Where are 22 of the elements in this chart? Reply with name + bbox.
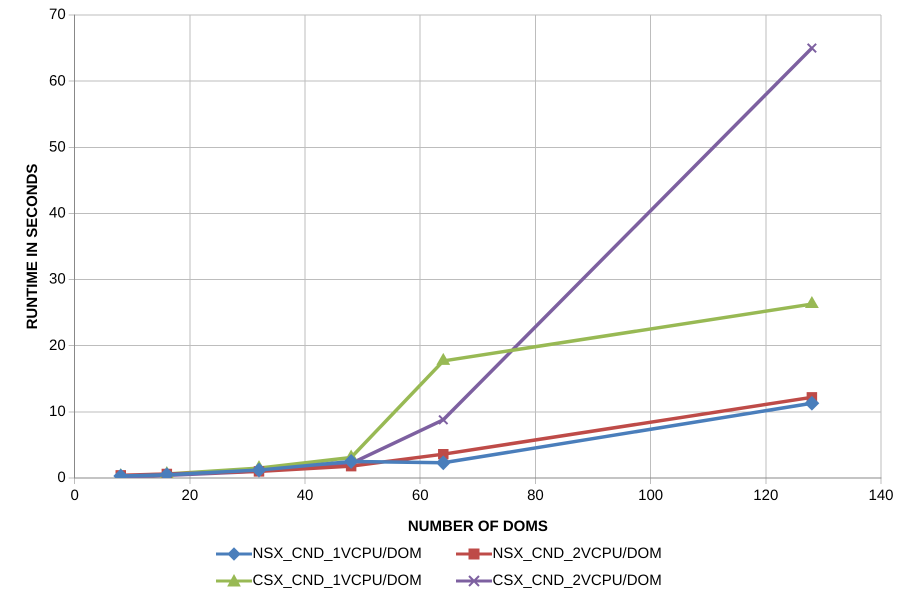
y-axis-title: RUNTIME IN SECONDS [24, 164, 42, 330]
y-tick-label: 70 [48, 6, 66, 24]
y-tick-label: 0 [57, 469, 66, 486]
x-tick-label: 140 [868, 487, 894, 504]
legend-label: CSX_CND_2VCPU/DOM [492, 572, 662, 589]
y-tick-label: 10 [48, 403, 66, 420]
x-tick-label: 80 [527, 487, 544, 504]
y-tick-label: 20 [48, 336, 66, 354]
y-tick-label: 30 [48, 270, 66, 288]
y-tick-label: 60 [48, 72, 66, 90]
x-axis-title: NUMBER OF DOMS [408, 518, 548, 536]
legend-label: NSX_CND_2VCPU/DOM [492, 545, 662, 562]
y-tick-label: 50 [48, 138, 66, 156]
y-tick-label: 40 [48, 204, 66, 222]
x-tick-label: 120 [753, 487, 778, 504]
x-tick-label: 40 [296, 487, 314, 504]
x-tick-label: 100 [638, 487, 664, 504]
legend-label: NSX_CND_1VCPU/DOM [252, 545, 422, 562]
legend-label: CSX_CND_1VCPU/DOM [252, 572, 422, 589]
x-tick-label: 60 [412, 487, 429, 504]
x-tick-label: 20 [182, 487, 198, 504]
x-tick-label: 0 [70, 487, 79, 504]
